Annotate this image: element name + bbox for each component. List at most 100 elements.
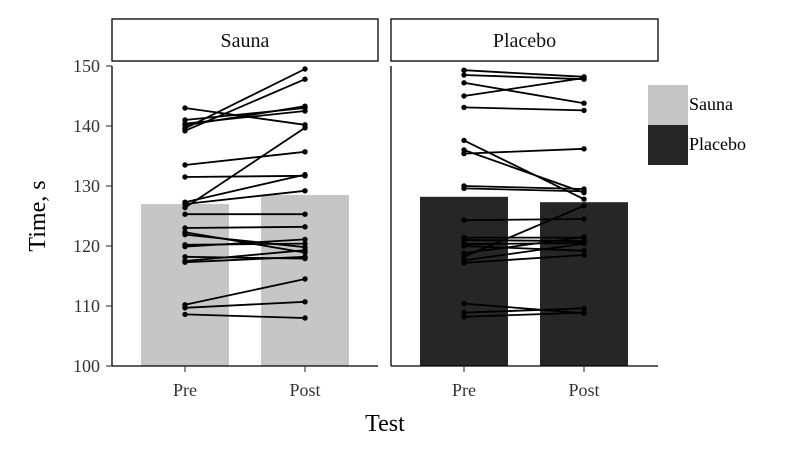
subject-line-sauna-13 — [184, 225, 306, 229]
subject-line-placebo-7 — [463, 149, 585, 194]
facet-sauna: Sauna — [111, 18, 379, 366]
subject-line-placebo-5 — [463, 106, 585, 112]
subject-line-sauna-22 — [184, 300, 306, 309]
x-tick-label-placebo-post: Post — [568, 380, 599, 400]
subject-line-sauna-10 — [184, 189, 306, 205]
subject-point-placebo-pre-19 — [461, 260, 467, 266]
legend-swatch-sauna — [648, 85, 688, 125]
subject-point-sauna-pre-17 — [182, 243, 188, 250]
subject-line-placebo-8 — [463, 147, 585, 155]
subject-point-sauna-post-19 — [302, 247, 308, 253]
subject-point-sauna-post-9 — [302, 171, 308, 178]
subject-point-placebo-pre-20 — [461, 300, 467, 307]
subject-point-placebo-post-21 — [581, 305, 587, 312]
subject-line-placebo-1 — [463, 69, 585, 78]
y-tick-label-130: 130 — [73, 176, 100, 196]
subject-point-placebo-post-4 — [581, 75, 587, 81]
subject-point-sauna-post-6 — [302, 76, 308, 82]
subject-point-placebo-post-8 — [581, 146, 587, 152]
subject-point-sauna-pre-6 — [182, 128, 188, 134]
subject-point-placebo-post-18 — [581, 240, 587, 247]
x-tick-label-sauna-pre: Pre — [173, 380, 197, 400]
facet-strip-label-sauna: Sauna — [221, 30, 270, 52]
subject-point-sauna-post-23 — [302, 315, 308, 321]
subject-point-placebo-pre-21 — [461, 309, 467, 316]
subject-line-sauna-19 — [184, 249, 306, 262]
subject-line-sauna-20 — [184, 255, 306, 264]
subject-point-placebo-pre-13 — [461, 237, 467, 243]
subject-point-sauna-pre-12 — [182, 211, 188, 217]
legend-swatch-placebo — [648, 125, 688, 165]
subject-point-placebo-post-19 — [581, 252, 587, 258]
subject-line-placebo-19 — [463, 254, 585, 264]
subject-point-placebo-post-11 — [581, 216, 587, 222]
legend-layer: Sauna Placebo — [648, 85, 746, 165]
subject-point-placebo-post-22 — [581, 309, 587, 316]
subject-line-placebo-3 — [463, 81, 585, 105]
subject-point-placebo-pre-2 — [461, 72, 467, 78]
subject-point-placebo-pre-8 — [461, 150, 467, 157]
subject-point-placebo-pre-6 — [461, 137, 467, 144]
subject-point-sauna-pre-7 — [182, 162, 188, 168]
subject-point-placebo-post-16 — [581, 234, 587, 240]
subject-point-sauna-pre-18 — [182, 254, 188, 260]
subject-line-sauna-5 — [184, 68, 306, 130]
subject-point-sauna-post-10 — [302, 188, 308, 194]
subject-line-placebo-9 — [463, 185, 585, 190]
subject-line-placebo-21 — [463, 307, 585, 314]
subject-line-sauna-23 — [184, 313, 306, 319]
x-tick-label-placebo-pre: Pre — [452, 380, 476, 400]
subject-point-sauna-post-22 — [302, 299, 308, 305]
bar-placebo-post — [540, 202, 628, 366]
subject-point-placebo-post-6 — [581, 196, 587, 202]
subject-point-sauna-post-20 — [302, 254, 308, 260]
subject-line-placebo-15 — [463, 245, 585, 252]
subject-point-sauna-post-17 — [302, 236, 308, 243]
subject-point-placebo-pre-10 — [461, 185, 467, 192]
axes-layer: Pre Post Pre Post 100 110 120 130 140 150 Time, s T… — [25, 56, 658, 437]
y-axis-title: Time, s — [25, 180, 51, 251]
subject-line-placebo-4 — [463, 77, 585, 97]
facet-strip-placebo — [390, 18, 659, 62]
subject-line-sauna-6 — [184, 78, 306, 132]
subject-point-sauna-post-13 — [302, 224, 308, 230]
subject-line-placebo-14 — [463, 242, 585, 246]
bar-placebo-pre — [420, 196, 508, 366]
subject-point-placebo-post-15 — [581, 248, 587, 254]
subject-point-sauna-pre-23 — [182, 311, 188, 318]
facet-strip-sauna — [111, 18, 379, 62]
y-tick-label-100: 100 — [73, 356, 100, 376]
subject-point-sauna-post-21 — [302, 276, 308, 282]
facet-placebo: Placebo — [390, 18, 659, 366]
subject-point-sauna-post-3 — [302, 108, 308, 114]
subject-point-placebo-pre-1 — [461, 67, 467, 73]
subject-point-sauna-pre-8 — [182, 174, 188, 180]
subject-point-sauna-pre-11 — [182, 204, 188, 211]
subject-point-sauna-pre-15 — [182, 231, 188, 238]
subject-line-sauna-9 — [184, 173, 306, 204]
subject-line-sauna-15 — [184, 233, 306, 249]
x-tick-label-sauna-post: Post — [289, 380, 320, 400]
subject-point-sauna-post-12 — [302, 211, 308, 217]
subject-line-placebo-22 — [463, 311, 585, 318]
subject-point-sauna-post-7 — [302, 149, 308, 155]
subject-line-sauna-7 — [184, 150, 306, 166]
y-tick-label-150: 150 — [73, 56, 100, 76]
subject-point-sauna-post-5 — [302, 66, 308, 72]
subject-line-sauna-8 — [184, 174, 306, 178]
subject-line-sauna-17 — [184, 238, 306, 248]
subject-point-placebo-pre-4 — [461, 93, 467, 99]
subject-point-sauna-pre-1 — [182, 105, 188, 111]
subject-line-placebo-10 — [463, 187, 585, 193]
subject-line-placebo-13 — [463, 239, 585, 243]
legend-label-sauna: Sauna — [689, 94, 733, 114]
subject-point-placebo-post-10 — [581, 188, 587, 195]
subject-line-placebo-20 — [463, 302, 585, 315]
subject-line-sauna-21 — [184, 278, 306, 306]
subject-point-sauna-pre-13 — [182, 225, 188, 231]
subject-point-sauna-pre-22 — [182, 305, 188, 311]
subject-line-placebo-16 — [463, 236, 585, 255]
facet-layer: Sauna Placebo — [111, 18, 659, 366]
subject-point-placebo-pre-5 — [461, 104, 467, 111]
